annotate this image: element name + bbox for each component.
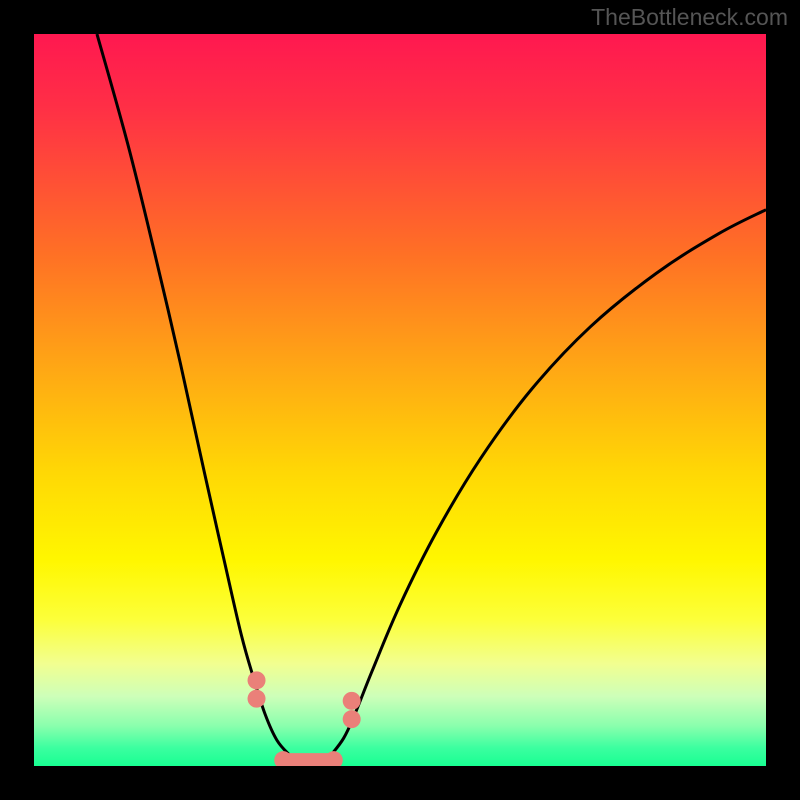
watermark-label: TheBottleneck.com (591, 4, 788, 31)
data-marker (248, 690, 266, 708)
plot-area (34, 34, 766, 766)
curve-left (97, 34, 290, 756)
data-marker (343, 710, 361, 728)
bottleneck-curve-overlay (34, 34, 766, 766)
data-marker (248, 671, 266, 689)
curve-right (330, 210, 766, 756)
marker-group (248, 671, 361, 766)
data-marker (343, 692, 361, 710)
